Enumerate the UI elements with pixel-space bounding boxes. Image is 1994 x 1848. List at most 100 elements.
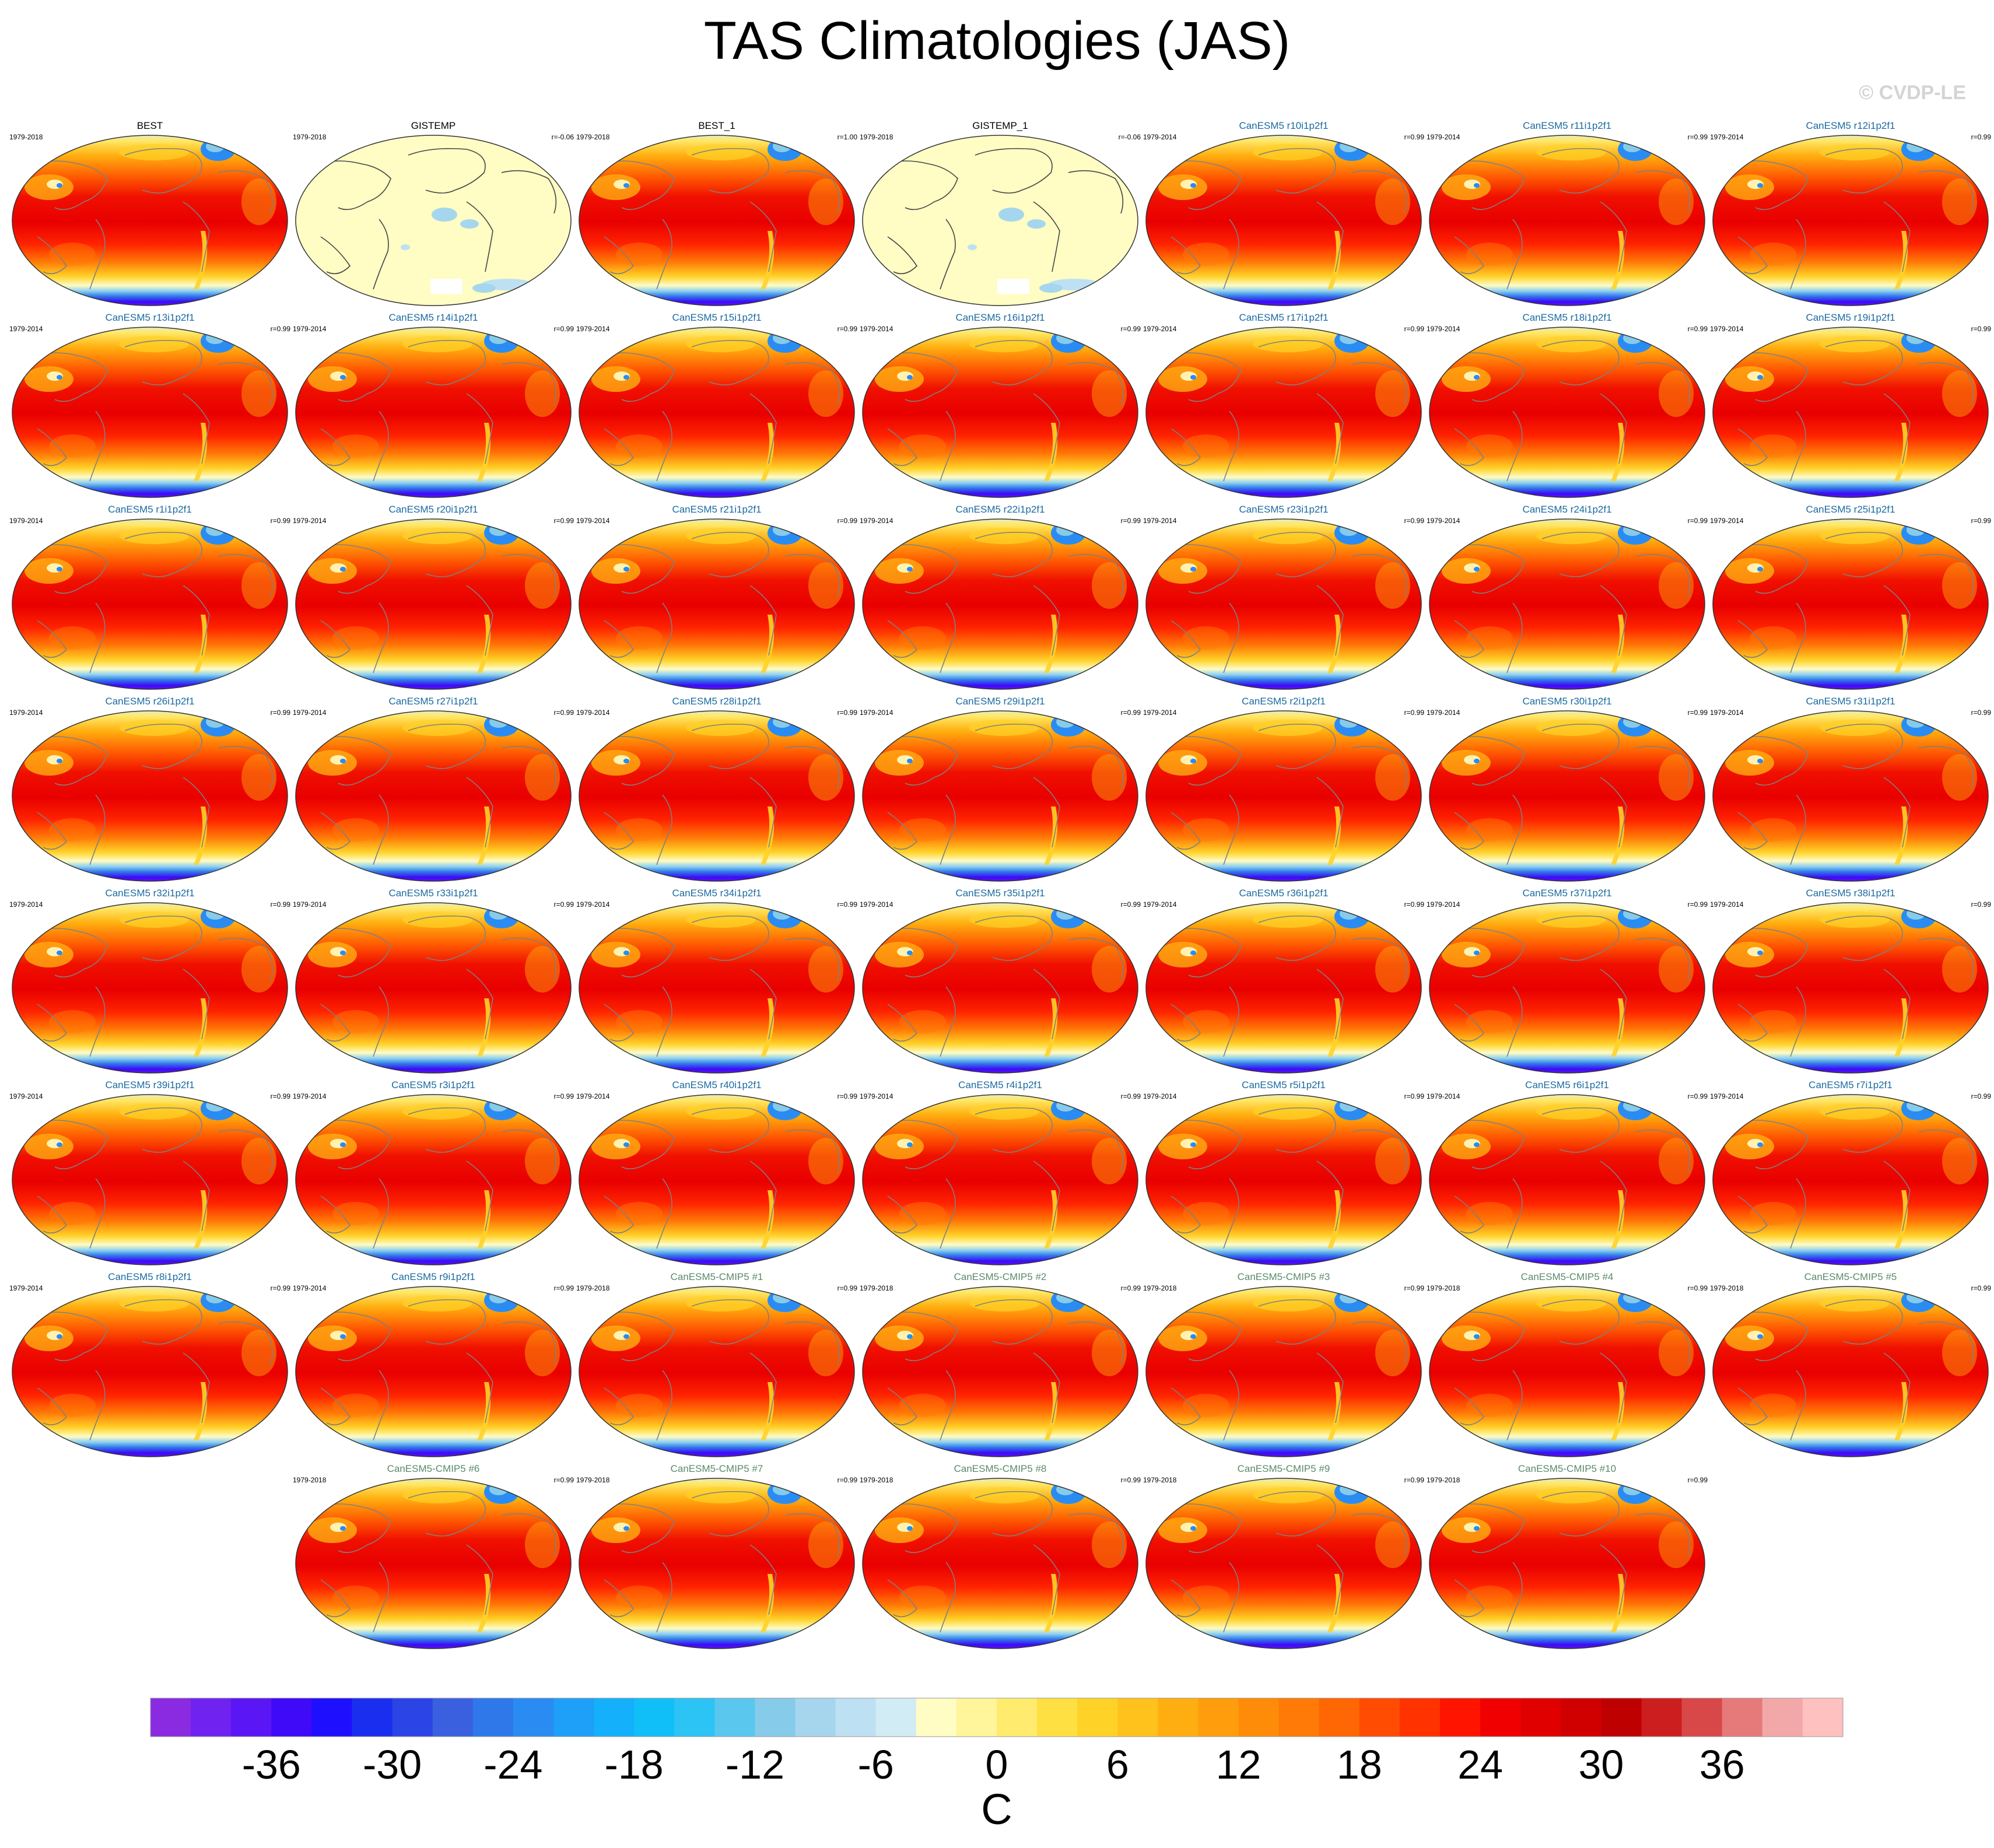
map-plot: [295, 1478, 572, 1649]
map-field: [1429, 903, 1705, 1073]
map-plot: [295, 710, 572, 882]
map-panel: CanESM5-CMIP5 #7 1979-2018 r=0.99: [575, 1463, 858, 1656]
map-plot: [1712, 327, 1989, 498]
map-plot: [1145, 902, 1422, 1074]
panel-title: CanESM5-CMIP5 #6: [387, 1463, 480, 1474]
colorbar-tick-label: -6: [858, 1742, 894, 1787]
map-field: [1146, 135, 1421, 306]
colorbar-swatch: [1681, 1698, 1723, 1737]
colorbar-swatch: [553, 1698, 594, 1737]
map-field: [1429, 519, 1705, 689]
map-field: [12, 711, 288, 881]
panel-title: CanESM5-CMIP5 #3: [1237, 1271, 1330, 1282]
panel-correlation: r=-0.06: [1118, 133, 1141, 141]
map-outline: [862, 1094, 1138, 1265]
map-outline: [295, 135, 572, 306]
map-field: [863, 711, 1138, 881]
colorbar-swatch: [1238, 1698, 1280, 1737]
panel-years: 1979-2014: [576, 517, 610, 525]
map-outline: [1145, 1286, 1422, 1457]
panel-years: 1979-2014: [860, 517, 893, 525]
map-outline: [12, 902, 288, 1074]
panel-title: CanESM5 r30i1p2f1: [1522, 696, 1612, 707]
colorbar-swatch: [1520, 1698, 1561, 1737]
colorbar-swatch: [875, 1698, 917, 1737]
map-panel: CanESM5 r28i1p2f1 1979-2014 r=0.99: [575, 696, 858, 888]
map-panel: CanESM5 r16i1p2f1 1979-2014 r=0.99: [858, 312, 1142, 504]
map-field: [1429, 135, 1705, 306]
panel-correlation: r=0.99: [553, 1476, 574, 1484]
map-field: [12, 135, 288, 306]
panel-years: 1979-2014: [1710, 133, 1744, 141]
map-field: [863, 135, 1138, 306]
colorbar-swatch: [1319, 1698, 1360, 1737]
map-field: [1146, 327, 1421, 497]
panel-title: GISTEMP: [411, 120, 456, 131]
colorbar-tick-label: 6: [1106, 1742, 1129, 1787]
panel-title: BEST: [136, 120, 163, 131]
map-field: [296, 711, 571, 881]
panel-correlation: r=0.99: [1404, 133, 1424, 141]
panel-years: 1979-2014: [576, 709, 610, 717]
map-outline: [1429, 327, 1705, 498]
map-panel: GISTEMP 1979-2018 r=-0.06: [292, 120, 575, 313]
panel-years: 1979-2014: [293, 1284, 327, 1292]
map-outline: [1145, 1478, 1422, 1649]
panel-years: 1979-2014: [1427, 325, 1460, 333]
map-plot: [295, 1094, 572, 1265]
map-plot: [12, 902, 288, 1074]
map-field: [1713, 519, 1988, 689]
map-panel: CanESM5 r8i1p2f1 1979-2014 r=0.99: [8, 1271, 292, 1464]
map-plot: [1429, 1286, 1705, 1457]
map-plot: [1145, 1478, 1422, 1649]
map-outline: [1712, 710, 1989, 882]
panel-correlation: r=0.99: [1687, 325, 1708, 333]
panel-years: 1979-2014: [1427, 133, 1460, 141]
map-plot: [579, 710, 855, 882]
map-plot: [862, 1478, 1138, 1649]
panel-years: 1979-2018: [576, 1476, 610, 1484]
panel-title: CanESM5 r27i1p2f1: [388, 696, 478, 707]
colorbar-swatch: [271, 1698, 312, 1737]
map-field: [1429, 1095, 1705, 1265]
panel-years: 1979-2014: [293, 709, 327, 717]
map-plot: [12, 1094, 288, 1265]
map-outline: [12, 1094, 288, 1265]
map-field: [1713, 135, 1988, 306]
panel-years: 1979-2014: [9, 1092, 43, 1100]
panel-years: 1979-2014: [293, 325, 327, 333]
panel-correlation: r=0.99: [553, 900, 574, 909]
panel-correlation: r=0.99: [1971, 517, 1991, 525]
map-plot: [295, 327, 572, 498]
map-plot: [1712, 1094, 1989, 1265]
map-panel: CanESM5-CMIP5 #1 1979-2018 r=0.99: [575, 1271, 858, 1464]
map-plot: [862, 902, 1138, 1074]
map-field: [579, 1286, 854, 1457]
map-plot: [12, 135, 288, 306]
map-plot: [1712, 518, 1989, 690]
panel-title: CanESM5 r15i1p2f1: [672, 312, 762, 323]
panel-title: CanESM5 r12i1p2f1: [1806, 120, 1895, 131]
map-outline: [1429, 1286, 1705, 1457]
map-panel: CanESM5 r37i1p2f1 1979-2014 r=0.99: [1425, 888, 1709, 1080]
map-field: [863, 327, 1138, 497]
map-plot: [1429, 135, 1705, 306]
map-panel: CanESM5-CMIP5 #6 1979-2018 r=0.99: [292, 1463, 575, 1656]
panel-title: CanESM5 r33i1p2f1: [388, 888, 478, 899]
panel-title: CanESM5 r10i1p2f1: [1239, 120, 1329, 131]
map-outline: [1145, 710, 1422, 882]
map-plot: [1429, 1094, 1705, 1265]
panel-title: CanESM5 r14i1p2f1: [388, 312, 478, 323]
panel-title: CanESM5 r40i1p2f1: [672, 1079, 762, 1090]
map-outline: [295, 1478, 572, 1649]
panel-title: CanESM5-CMIP5 #8: [954, 1463, 1047, 1474]
colorbar-swatch: [1198, 1698, 1239, 1737]
map-outline: [579, 135, 855, 306]
panel-years: 1979-2014: [576, 325, 610, 333]
map-outline: [1712, 902, 1989, 1074]
map-outline: [1712, 518, 1989, 690]
panel-years: 1979-2014: [1143, 133, 1177, 141]
map-plot: [1712, 135, 1989, 306]
panel-years: 1979-2014: [1710, 709, 1744, 717]
panel-title: CanESM5 r6i1p2f1: [1525, 1079, 1609, 1090]
